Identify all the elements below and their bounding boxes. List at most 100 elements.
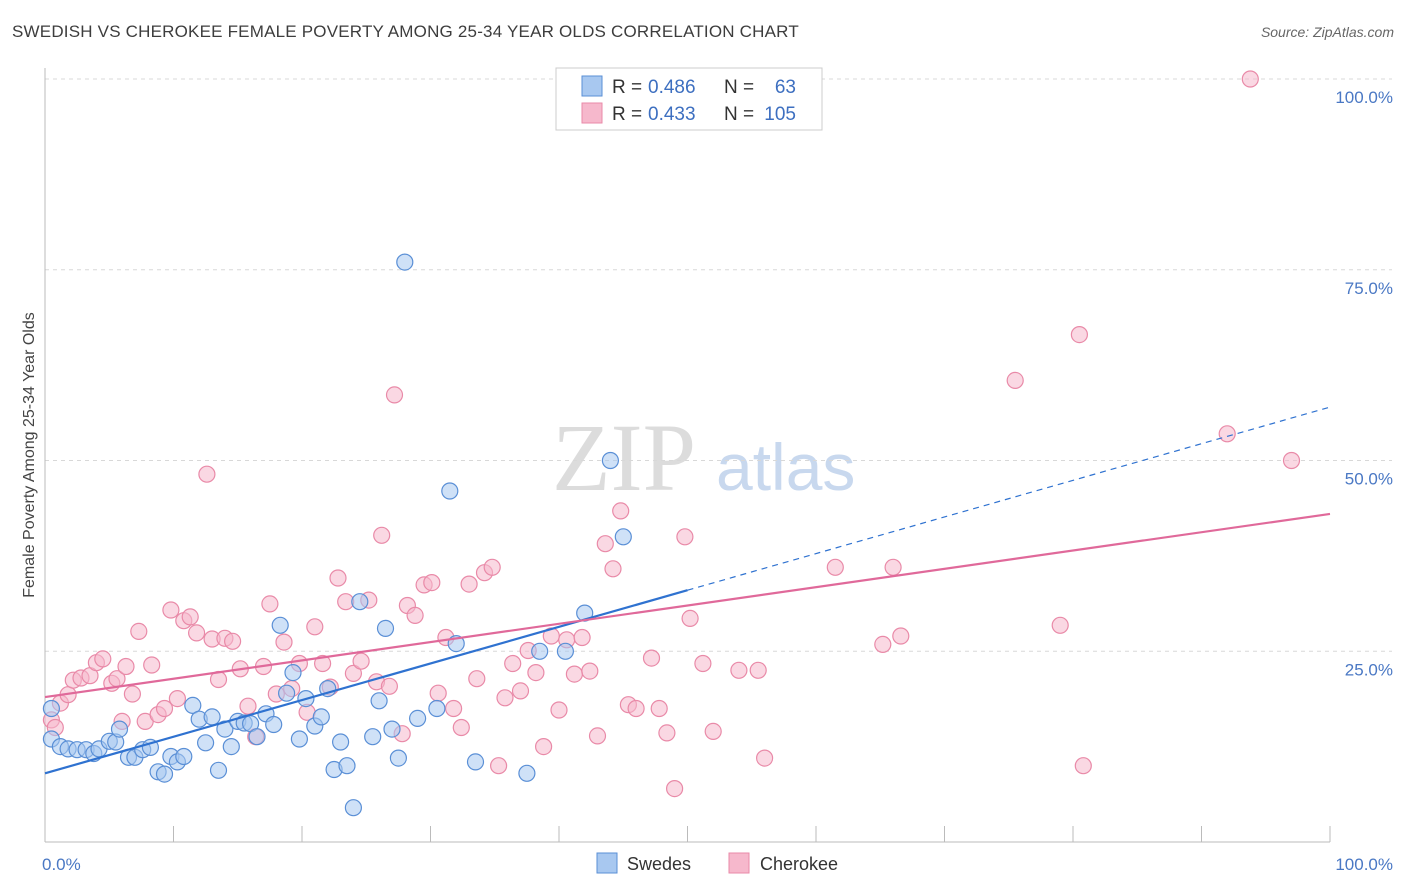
point-cherokee-77 xyxy=(588,727,607,745)
point-cherokee-13 xyxy=(123,685,141,703)
y-tick-label-50: 50.0% xyxy=(1345,470,1393,489)
point-cherokee-56 xyxy=(429,684,447,702)
point-cherokee-33 xyxy=(261,595,279,613)
point-cherokee-86 xyxy=(665,779,684,798)
legend-swatch-swedes xyxy=(581,75,603,97)
point-swedes-22 xyxy=(197,734,215,752)
y-tick-labels: 25.0% 50.0% 75.0% 100.0% xyxy=(1335,88,1393,679)
y-tick-label-75: 75.0% xyxy=(1345,279,1393,298)
point-swedes-46 xyxy=(364,728,382,746)
point-cherokee-103 xyxy=(1282,451,1301,470)
point-cherokee-67 xyxy=(511,682,530,700)
point-swedes-56 xyxy=(518,764,536,782)
point-swedes-44 xyxy=(344,799,362,817)
legend-n-value-swedes: 63 xyxy=(775,77,796,98)
point-swedes-54 xyxy=(441,482,459,500)
point-swedes-33 xyxy=(271,616,289,634)
point-cherokee-20 xyxy=(168,689,186,708)
point-cherokee-69 xyxy=(527,663,545,682)
point-swedes-36 xyxy=(290,730,308,748)
point-cherokee-104 xyxy=(730,661,748,679)
point-swedes-53 xyxy=(428,699,446,718)
point-swedes-51 xyxy=(396,253,414,271)
point-cherokee-18 xyxy=(155,699,174,718)
chart-title: SWEDISH VS CHEROKEE FEMALE POVERTY AMONG… xyxy=(12,22,799,41)
point-swedes-50 xyxy=(389,749,407,767)
legend-swatch-cherokee xyxy=(581,102,603,124)
point-swedes-59 xyxy=(601,451,620,470)
point-cherokee-83 xyxy=(642,649,661,667)
bottom-legend-label-cherokee: Cherokee xyxy=(760,854,838,874)
point-cherokee-63 xyxy=(483,558,501,576)
point-cherokee-78 xyxy=(596,535,614,553)
point-cherokee-59 xyxy=(452,718,470,737)
point-cherokee-66 xyxy=(504,654,522,673)
point-cherokee-48 xyxy=(373,526,391,544)
point-swedes-47 xyxy=(370,692,388,710)
point-cherokee-92 xyxy=(755,749,774,767)
point-swedes-30 xyxy=(248,728,266,746)
point-cherokee-12 xyxy=(117,657,135,676)
point-cherokee-42 xyxy=(329,569,347,587)
point-swedes-32 xyxy=(265,715,283,734)
point-cherokee-90 xyxy=(694,654,712,673)
point-cherokee-16 xyxy=(143,656,161,674)
point-cherokee-64 xyxy=(490,757,508,775)
x-tick-label-0: 0.0% xyxy=(42,855,81,874)
point-cherokee-14 xyxy=(130,622,148,641)
point-cherokee-53 xyxy=(406,606,424,625)
legend-n-label-swedes: N = xyxy=(724,77,754,98)
point-cherokee-30 xyxy=(239,697,257,715)
point-swedes-48 xyxy=(376,619,395,638)
point-cherokee-96 xyxy=(892,627,910,645)
point-cherokee-58 xyxy=(445,699,463,718)
point-cherokee-8 xyxy=(94,650,112,668)
point-cherokee-19 xyxy=(162,601,180,619)
point-swedes-49 xyxy=(383,720,401,738)
point-cherokee-84 xyxy=(650,699,668,718)
point-cherokee-23 xyxy=(188,624,206,642)
legend-box: R = 0.486 N = 63 R = 0.433 N = 105 xyxy=(555,67,823,131)
trend-layer xyxy=(44,406,1331,775)
point-swedes-26 xyxy=(222,737,240,756)
legend-r-value-cherokee: 0.433 xyxy=(648,104,696,125)
legend-r-label-swedes: R = xyxy=(612,77,642,98)
point-swedes-20 xyxy=(184,696,202,715)
point-cherokee-65 xyxy=(496,689,514,707)
point-cherokee-88 xyxy=(681,609,699,628)
point-cherokee-55 xyxy=(423,573,441,592)
point-cherokee-98 xyxy=(1051,616,1069,634)
point-cherokee-24 xyxy=(198,465,216,483)
x-ticks xyxy=(44,826,1331,842)
point-cherokee-60 xyxy=(460,575,478,593)
point-cherokee-49 xyxy=(380,677,398,695)
y-tick-label-25: 25.0% xyxy=(1345,660,1393,679)
point-cherokee-76 xyxy=(581,662,599,680)
legend-n-label-cherokee: N = xyxy=(724,104,754,125)
x-tick-label-100: 100.0% xyxy=(1335,855,1393,874)
point-swedes-24 xyxy=(209,761,228,779)
point-swedes-23 xyxy=(203,708,221,726)
source-label: Source: ZipAtlas.com xyxy=(1260,24,1394,40)
point-cherokee-75 xyxy=(573,628,591,647)
point-swedes-43 xyxy=(338,757,356,775)
point-cherokee-93 xyxy=(826,558,844,576)
point-cherokee-97 xyxy=(1006,371,1024,389)
point-cherokee-44 xyxy=(344,664,362,683)
bottom-legend-swatch-cherokee xyxy=(728,852,750,874)
point-cherokee-99 xyxy=(1070,326,1089,344)
watermark-zip: ZIP xyxy=(552,404,696,511)
legend-n-value-cherokee: 105 xyxy=(764,104,796,125)
point-swedes-10 xyxy=(110,720,129,738)
point-cherokee-94 xyxy=(874,635,892,654)
trendline-swedes-extension xyxy=(687,406,1331,591)
point-swedes-60 xyxy=(614,528,632,546)
point-cherokee-91 xyxy=(749,661,767,679)
legend-r-value-swedes: 0.486 xyxy=(648,77,696,98)
trendline-swedes xyxy=(44,589,688,775)
point-cherokee-28 xyxy=(224,632,242,650)
bottom-legend-label-swedes: Swedes xyxy=(627,854,691,874)
point-cherokee-79 xyxy=(604,560,622,578)
y-axis-label: Female Poverty Among 25-34 Year Olds xyxy=(21,312,38,598)
